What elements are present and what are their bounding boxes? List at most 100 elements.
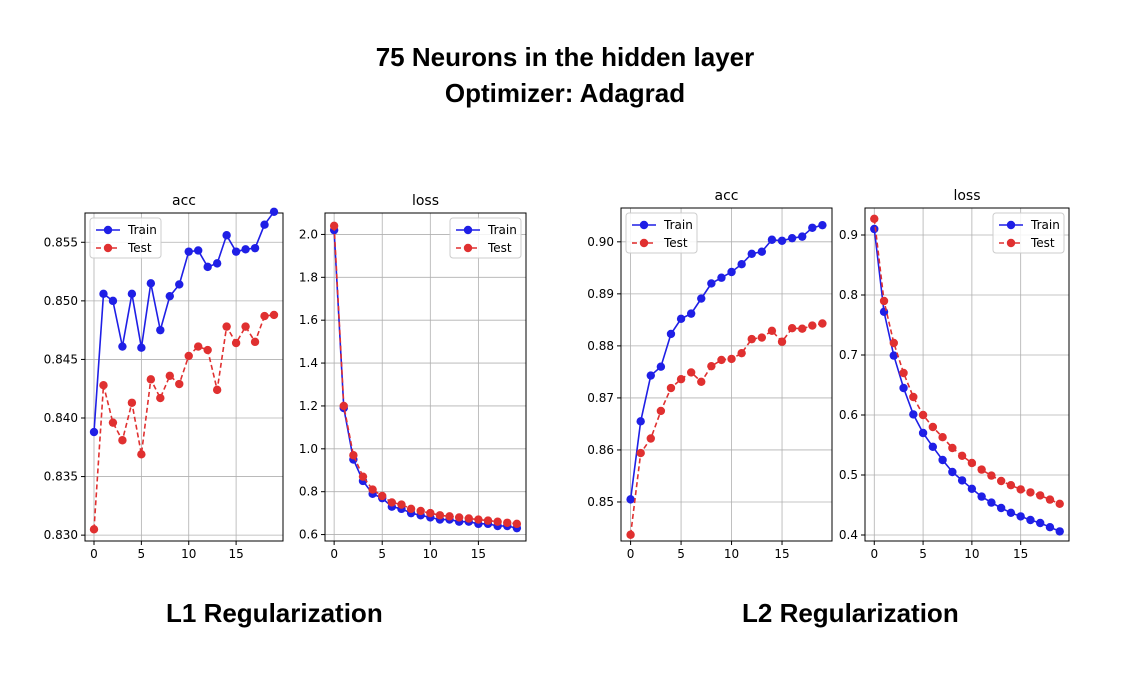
- data-point-test: [1055, 499, 1064, 508]
- series-line-train: [873, 228, 1061, 533]
- data-point-test: [676, 374, 686, 384]
- y-tick-label: 0.845: [44, 352, 78, 366]
- plot-frame: [864, 207, 1070, 542]
- plot-frame: [620, 207, 833, 542]
- x-tick-label: 5: [919, 547, 927, 561]
- plot-frame: [84, 212, 284, 542]
- x-tick-label: 10: [964, 547, 979, 561]
- y-tick-label: 0.8: [839, 288, 858, 302]
- data-point-test: [967, 458, 977, 468]
- data-point-train: [697, 294, 706, 303]
- data-point-train: [184, 247, 193, 256]
- data-point-test: [329, 221, 339, 231]
- data-point-test: [686, 368, 696, 377]
- data-point-test: [156, 393, 165, 403]
- y-tick-label: 0.8: [299, 485, 318, 499]
- x-tick-label: 10: [181, 547, 196, 561]
- data-point-train: [118, 342, 127, 351]
- data-point-train: [767, 235, 777, 244]
- x-tick-label: 0: [627, 547, 635, 561]
- x-tick-label: 15: [1013, 547, 1028, 561]
- y-tick-label: 0.4: [839, 528, 858, 542]
- data-point-train: [727, 267, 736, 277]
- data-point-test: [1036, 491, 1045, 500]
- data-point-test: [1026, 488, 1035, 497]
- data-point-test: [977, 465, 986, 474]
- l2-regularization-label: L2 Regularization: [742, 598, 959, 628]
- legend-marker-train: [1006, 220, 1016, 230]
- data-point-test: [137, 450, 146, 459]
- data-point-train: [666, 329, 676, 339]
- data-point-test: [666, 383, 676, 393]
- data-point-test: [798, 324, 807, 333]
- data-point-test: [757, 333, 767, 342]
- data-point-test: [194, 342, 203, 351]
- data-point-test: [212, 385, 222, 395]
- x-tick-label: 10: [423, 547, 438, 561]
- data-point-train: [909, 410, 918, 419]
- chart-title: loss: [953, 188, 980, 204]
- data-point-train: [948, 467, 957, 477]
- data-point-test: [184, 351, 193, 361]
- data-point-test: [89, 525, 99, 534]
- data-point-train: [250, 243, 260, 253]
- data-point-test: [512, 519, 522, 529]
- data-point-test: [474, 515, 483, 524]
- legend-marker-test: [639, 238, 649, 248]
- x-tick-label: 0: [870, 547, 878, 561]
- data-point-test: [918, 410, 928, 420]
- x-tick-label: 15: [774, 547, 789, 561]
- data-point-test: [99, 381, 108, 390]
- data-point-test: [349, 451, 358, 460]
- data-point-test: [269, 310, 279, 320]
- data-point-test: [260, 311, 269, 321]
- figure-title-line-1: 75 Neurons in the hidden layer: [375, 42, 755, 72]
- data-point-test: [889, 338, 898, 348]
- data-point-test: [358, 472, 368, 481]
- data-point-train: [928, 442, 938, 451]
- chart-l2-acc: 0 5 10 15 0.85 0.86 0.87 0.88 0.89 0.90 acc Train Te…: [587, 188, 833, 561]
- data-point-train: [686, 309, 696, 318]
- data-point-test: [1016, 485, 1025, 494]
- data-point-train: [818, 220, 827, 230]
- data-point-train: [203, 262, 212, 272]
- l1-regularization-label: L1 Regularization: [166, 598, 383, 628]
- legend-marker-test: [463, 243, 473, 253]
- data-point-train: [127, 289, 137, 299]
- data-point-test: [368, 485, 377, 494]
- data-point-test: [909, 392, 918, 402]
- legend-label-test: Test: [127, 241, 152, 255]
- data-point-test: [777, 337, 787, 346]
- data-point-test: [646, 434, 655, 443]
- data-point-train: [717, 273, 726, 282]
- data-point-train: [636, 417, 645, 426]
- data-point-train: [1026, 515, 1035, 525]
- y-tick-label: 2.0: [299, 227, 318, 241]
- data-point-test: [503, 518, 512, 527]
- data-point-test: [626, 530, 635, 539]
- data-point-test: [808, 321, 817, 330]
- data-point-test: [406, 504, 416, 514]
- data-point-train: [1055, 527, 1064, 536]
- data-point-test: [118, 436, 127, 445]
- y-tick-label: 1.4: [299, 356, 318, 370]
- data-point-test: [987, 471, 996, 480]
- y-tick-label: 0.5: [839, 468, 858, 482]
- data-point-train: [165, 291, 174, 301]
- y-tick-label: 0.830: [44, 528, 78, 542]
- y-tick-label: 0.87: [587, 391, 614, 405]
- data-point-test: [938, 433, 947, 442]
- data-point-train: [889, 351, 898, 360]
- data-point-train: [646, 371, 655, 380]
- data-point-train: [99, 289, 108, 299]
- data-point-train: [957, 476, 967, 485]
- plot-frame: [324, 212, 527, 542]
- data-point-test: [241, 322, 250, 331]
- data-point-train: [967, 484, 977, 493]
- data-point-train: [260, 220, 269, 229]
- data-point-train: [737, 259, 746, 269]
- series-line-test: [629, 322, 823, 535]
- data-point-test: [870, 214, 879, 223]
- legend-label-test: Test: [487, 241, 512, 255]
